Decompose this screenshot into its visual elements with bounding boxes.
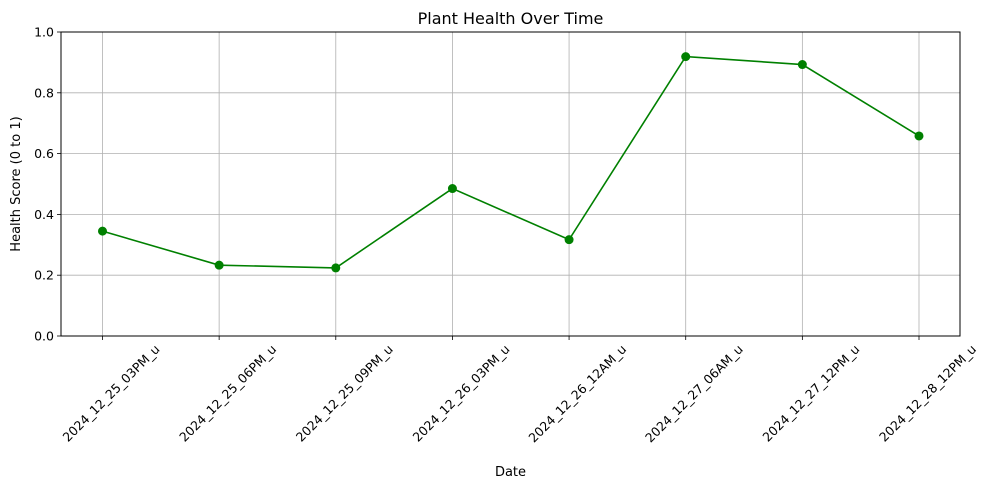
y-tick-label: 0.4	[34, 207, 54, 222]
x-tick-label: 2024_12_28_12PM_u	[876, 342, 979, 445]
y-tick-label: 1.0	[34, 25, 54, 40]
x-tick-label: 2024_12_25_03PM_u	[60, 342, 163, 445]
x-tick-label: 2024_12_25_09PM_u	[293, 342, 396, 445]
y-tick-label: 0.6	[34, 146, 54, 161]
data-point	[681, 52, 691, 62]
y-tick-label: 0.0	[34, 329, 54, 344]
x-tick-label: 2024_12_26_12AM_u	[525, 342, 629, 446]
data-point	[914, 131, 924, 141]
x-tick-label: 2024_12_25_06PM_u	[176, 342, 279, 445]
data-point	[447, 184, 457, 194]
x-axis-label: Date	[495, 465, 526, 480]
y-axis-label: Health Score (0 to 1)	[9, 116, 24, 251]
x-tick-label: 2024_12_27_06AM_u	[642, 342, 746, 446]
series-line	[102, 55, 920, 269]
y-tick-label: 0.8	[34, 85, 54, 100]
data-point	[797, 60, 807, 70]
data-point	[331, 263, 341, 273]
data-point	[214, 260, 224, 270]
y-tick-label: 0.2	[34, 268, 54, 283]
data-point	[98, 226, 107, 236]
series	[98, 52, 924, 273]
x-tick-label: 2024_12_26_03PM_u	[409, 342, 512, 445]
x-tick-label: 2024_12_27_12PM_u	[759, 342, 862, 445]
chart-title: Plant Health Over Time	[418, 9, 604, 28]
data-point	[564, 235, 574, 245]
plot-frame	[60, 31, 961, 337]
